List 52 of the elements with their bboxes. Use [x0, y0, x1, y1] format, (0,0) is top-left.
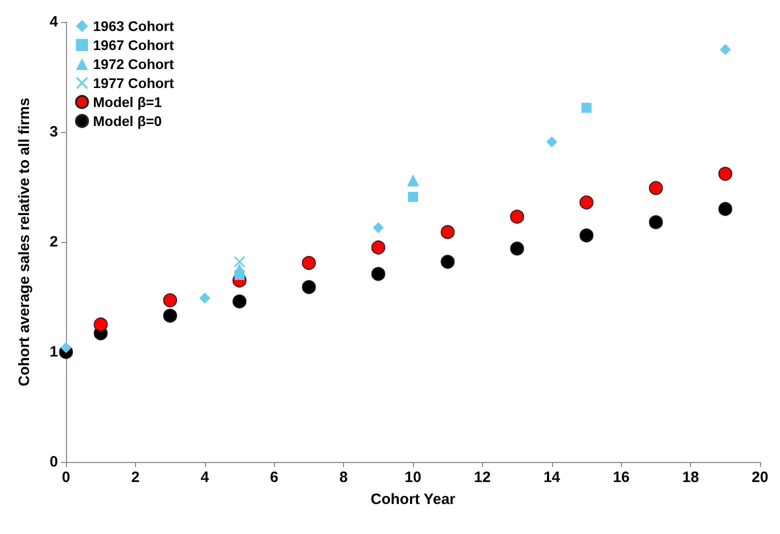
point: [372, 222, 384, 234]
point: [408, 192, 418, 202]
point: [648, 215, 663, 230]
point: [234, 256, 245, 268]
point: [371, 266, 386, 281]
point: [582, 102, 592, 113]
point: [163, 308, 178, 323]
point: [720, 44, 731, 55]
legend-label: 1963 Cohort: [93, 18, 174, 34]
y-tick-label: 4: [50, 14, 59, 30]
legend-label: 1977 Cohort: [93, 75, 174, 91]
point: [407, 174, 419, 186]
x-tick-label: 4: [200, 469, 210, 486]
y-tick-label: 2: [50, 234, 58, 250]
x-tick-label: 8: [339, 469, 348, 486]
point: [718, 202, 732, 216]
point: [440, 225, 455, 240]
point: [60, 342, 72, 354]
x-tick-label: 6: [270, 469, 278, 486]
point: [510, 210, 524, 224]
y-tick-label: 1: [50, 344, 58, 360]
legend-label: Model β=0: [93, 113, 162, 129]
point: [234, 264, 246, 276]
legend-label: 1967 Cohort: [93, 37, 174, 53]
x-tick-label: 12: [474, 469, 491, 486]
legend-label: Model β=1: [93, 94, 162, 110]
point: [580, 195, 594, 210]
point: [580, 228, 594, 242]
legend-label: 1972 Cohort: [93, 56, 174, 72]
x-tick-label: 0: [62, 469, 70, 486]
x-tick-label: 10: [404, 469, 422, 486]
x-tick-label: 20: [752, 469, 768, 486]
point: [94, 318, 108, 332]
point: [232, 294, 246, 308]
x-axis-title: Cohort Year: [370, 491, 456, 508]
y-tick-label: 0: [50, 454, 58, 470]
point: [440, 254, 455, 269]
x-tick-label: 18: [682, 469, 699, 486]
x-tick-label: 14: [543, 469, 561, 486]
y-tick-label: 3: [50, 124, 58, 140]
point: [371, 240, 386, 254]
point: [163, 293, 178, 308]
x-tick-label: 2: [131, 469, 140, 486]
point: [648, 181, 663, 196]
point: [302, 280, 316, 294]
y-axis-title: Cohort average sales relative to all firms: [16, 98, 33, 386]
point: [199, 292, 210, 304]
x-tick-label: 16: [612, 469, 630, 486]
point: [510, 242, 524, 256]
point: [302, 256, 316, 270]
point: [546, 136, 558, 148]
point: [718, 166, 732, 181]
